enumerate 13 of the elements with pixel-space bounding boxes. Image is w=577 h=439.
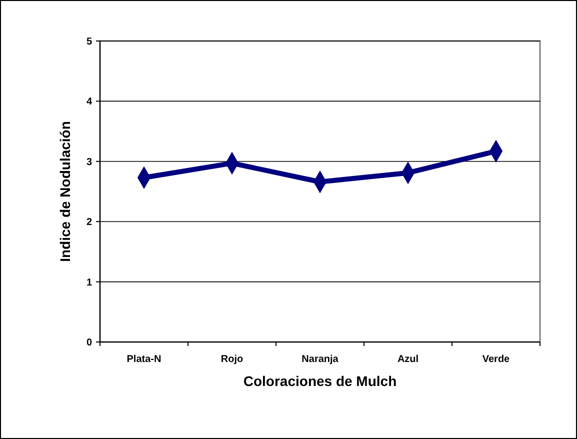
y-tick-label: 2 <box>86 217 92 228</box>
x-axis-title: Coloraciones de Mulch <box>243 373 397 389</box>
x-tick-label: Rojo <box>220 354 244 365</box>
y-tick-label: 3 <box>86 156 92 168</box>
y-tick-label: 5 <box>86 36 92 48</box>
x-tick-label: Plata-N <box>126 354 162 365</box>
x-tick-label: Azul <box>397 354 419 365</box>
y-tick-label: 0 <box>86 338 92 348</box>
y-tick-label: 4 <box>86 96 92 108</box>
y-tick-label: 1 <box>86 277 92 288</box>
x-tick-label: Naranja <box>302 354 339 365</box>
y-axis-title: Indice de Nodulación <box>57 121 73 262</box>
x-tick-label: Verde <box>482 354 510 365</box>
